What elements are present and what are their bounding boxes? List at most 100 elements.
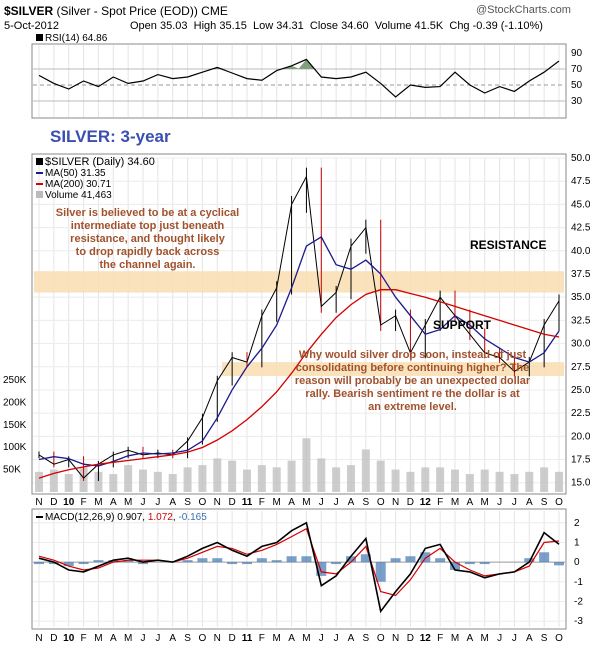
price-tick-label: 47.5 [571, 176, 591, 187]
legend-ma200-text: MA(200) 30.71 [45, 179, 112, 190]
x-tick-label: S [184, 633, 191, 644]
macd-histogram-bar [360, 554, 371, 563]
volume-bar [540, 467, 549, 492]
annotation-bottom-line: rally. Bearish sentiment re the dollar i… [305, 388, 520, 400]
volume-bar [213, 458, 222, 492]
legend-item-ma200: MA(200) 30.71 [36, 179, 155, 190]
macd-histogram-bar [420, 552, 431, 563]
x-tick-label: A [288, 633, 295, 644]
x-tick-label: D [407, 633, 414, 644]
ma200-swatch-icon [36, 183, 43, 186]
volume-tick-label: 250K [3, 375, 27, 386]
x-tick-label: 11 [242, 497, 253, 508]
ma200-line [38, 289, 560, 479]
legend-item-price: $SILVER (Daily) 34.60 [36, 157, 155, 168]
x-tick-label: 12 [420, 497, 432, 508]
x-tick-label: J [155, 633, 160, 644]
x-tick-label: 11 [242, 633, 253, 644]
x-tick-label: J [497, 633, 502, 644]
rsi-overbought-fill [298, 59, 315, 69]
macd-tick-label: -2 [574, 596, 583, 607]
volume-bar [272, 467, 281, 492]
macd-label: MACD(12,26,9) 0.907, 1.072, -0.165 [36, 512, 207, 523]
x-tick-label: D [229, 633, 236, 644]
legend-price-text: $SILVER (Daily) 34.60 [45, 156, 155, 168]
volume-bar [436, 467, 445, 492]
volume-bar [153, 471, 162, 492]
macd-histogram-bar [182, 560, 193, 563]
rsi-tick-label: 90 [571, 48, 583, 59]
x-tick-label: F [437, 633, 443, 644]
x-tick-label: A [526, 633, 533, 644]
volume-bar [183, 467, 192, 492]
volume-bar [257, 465, 266, 492]
x-tick-label: 10 [63, 633, 75, 644]
x-tick-label: S [363, 497, 370, 508]
x-tick-label: O [377, 497, 385, 508]
x-tick-label: M [302, 497, 310, 508]
volume-bar [109, 474, 118, 492]
x-tick-label: A [348, 497, 355, 508]
x-tick-label: N [214, 497, 221, 508]
resistance-band [34, 271, 564, 293]
macd-histogram-bar [316, 562, 327, 576]
x-tick-label: S [184, 497, 191, 508]
x-tick-label: M [302, 633, 310, 644]
x-tick-label: D [407, 497, 414, 508]
annotation-bottom-line: Why would silver drop soon, instead of j… [298, 349, 527, 361]
x-tick-label: D [50, 497, 57, 508]
low-label: Low [252, 20, 274, 32]
x-tick-label: A [288, 497, 295, 508]
volume-tick-label: 200K [3, 397, 27, 408]
volume-bar [139, 469, 147, 492]
close-label: Close [309, 20, 339, 32]
x-tick-label: A [467, 497, 474, 508]
volume-bar [168, 474, 177, 492]
source: @StockCharts.com [476, 4, 571, 16]
x-tick-label: M [273, 633, 281, 644]
legend-ma50-text: MA(50) 31.35 [45, 168, 106, 179]
volume-bar [317, 458, 326, 492]
x-tick-label: M [124, 633, 132, 644]
x-tick-label: J [512, 633, 517, 644]
x-tick-label: M [94, 633, 102, 644]
x-tick-label: F [437, 497, 443, 508]
x-tick-label: F [81, 497, 87, 508]
macd-value: 0.907 [117, 512, 143, 523]
macd-histogram-bar [242, 562, 252, 565]
symbol: $SILVER [4, 4, 54, 18]
x-tick-label: J [334, 633, 339, 644]
x-tick-label: O [199, 633, 207, 644]
annotation-top-line: intermediate top just beneath [70, 220, 225, 232]
volume-bar [49, 469, 58, 492]
price-tick-label: 17.5 [571, 455, 591, 466]
annotation-top-line: the channel again. [99, 259, 196, 271]
macd-histogram-bar [479, 562, 490, 565]
x-tick-label: S [363, 633, 370, 644]
macd-hist-value: -0.165 [178, 512, 207, 523]
volume-bar [465, 474, 474, 492]
macd-tick-label: 2 [574, 518, 580, 529]
x-tick-label: N [392, 633, 399, 644]
legend-item-ma50: MA(50) 31.35 [36, 168, 155, 179]
macd-tick-label: 1 [574, 537, 580, 548]
rsi-label-text: RSI(14) 64.86 [45, 33, 108, 44]
close-value: 34.60 [341, 20, 369, 32]
macd-layer: 2 1 0 -1 -2 -3 [33, 511, 583, 627]
x-tick-label: J [141, 633, 146, 644]
rsi-label: RSI(14) 64.86 [36, 33, 107, 44]
x-tick-label: F [259, 497, 265, 508]
x-tick-label: A [110, 633, 117, 644]
volume-bar [451, 469, 459, 492]
macd-histogram-bar [539, 552, 550, 563]
volume-bar [124, 465, 133, 492]
volume-bar [555, 471, 563, 492]
x-tick-label: J [319, 633, 324, 644]
macd-tick-label: 0 [574, 557, 580, 568]
rsi-tick-label: 50 [571, 80, 583, 91]
price-tick-label: 35.0 [571, 292, 591, 303]
x-tick-label: M [451, 633, 459, 644]
legend-item-volume: Volume 41,463 [36, 190, 155, 201]
x-tick-label: M [273, 497, 281, 508]
